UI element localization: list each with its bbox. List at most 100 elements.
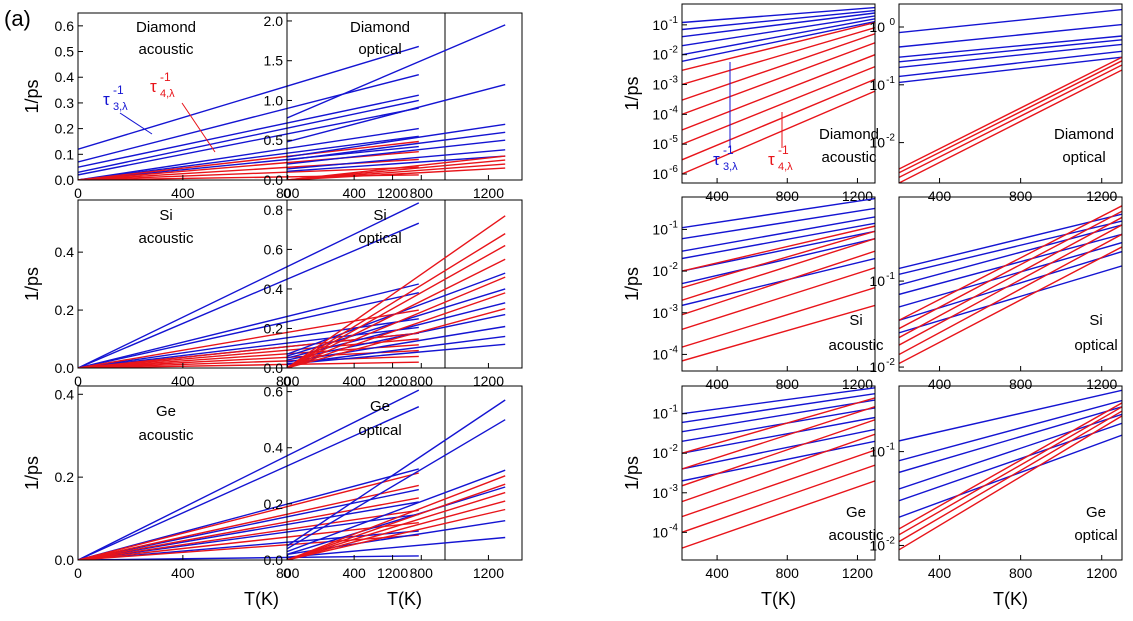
panel-branch-label: optical bbox=[358, 41, 401, 58]
x-tick-label: 400 bbox=[705, 565, 729, 581]
series-group bbox=[78, 202, 420, 368]
panels: 0 400 800 12000.00.10.20.30.40.50.61/psDiam… bbox=[22, 3, 1123, 609]
tau4-symbol: τ bbox=[768, 150, 775, 169]
x-tick-label: 1200 bbox=[473, 565, 504, 581]
panel-branch-label: acoustic bbox=[138, 427, 194, 444]
y-tick-label: 10 bbox=[652, 485, 668, 501]
x-tick-label: 800 bbox=[1009, 188, 1033, 204]
y-tick-label: 0.1 bbox=[55, 146, 75, 162]
y-tick-exponent: -1 bbox=[886, 271, 895, 282]
tau3-series-line bbox=[899, 50, 1122, 78]
tau4-series-line bbox=[78, 344, 419, 368]
x-tick-label: 400 bbox=[928, 376, 952, 392]
y-tick-label: 0.2 bbox=[264, 320, 284, 336]
tau3-series-line bbox=[899, 399, 1122, 462]
tau4-series-line bbox=[78, 309, 419, 368]
tau3-series-line bbox=[78, 107, 419, 176]
x-tick-label: 800 bbox=[1009, 376, 1033, 392]
x-tick-label: 800 bbox=[1009, 565, 1033, 581]
series-group bbox=[287, 24, 506, 180]
tau3-series-line bbox=[682, 15, 875, 47]
tau3-series-line bbox=[682, 407, 875, 442]
x-axis-label: T(K) bbox=[387, 589, 422, 609]
tau4-series-line bbox=[682, 267, 875, 330]
tau3-series-line bbox=[682, 257, 875, 307]
tau4-series-line bbox=[899, 224, 1122, 346]
x-axis-label: T(K) bbox=[993, 589, 1028, 609]
tau4-series-line bbox=[682, 238, 875, 301]
y-tick-label: 10 bbox=[652, 221, 668, 237]
tau4-series-line bbox=[682, 287, 875, 348]
tau4-label-log: τ -1 4,λ bbox=[768, 143, 793, 173]
x-tick-label: 0 bbox=[74, 565, 82, 581]
plot-frame bbox=[898, 196, 1123, 372]
tau4-superscript: -1 bbox=[778, 143, 789, 157]
panel-material-label: Diamond bbox=[1054, 126, 1114, 143]
tau4-series-line bbox=[682, 230, 875, 289]
tau4-series-line bbox=[287, 308, 506, 368]
y-tick-label: 0.0 bbox=[55, 552, 75, 568]
tau4-series-line bbox=[682, 449, 875, 518]
x-tick-label: 400 bbox=[171, 373, 195, 389]
tau3-subscript: 3,λ bbox=[113, 101, 128, 113]
y-axis-label: 1/ps bbox=[22, 267, 42, 301]
tau4-symbol: τ bbox=[150, 77, 157, 96]
series-group bbox=[78, 389, 420, 560]
tau3-series-line bbox=[287, 399, 506, 547]
y-tick-label: 10 bbox=[652, 445, 668, 461]
tau3-superscript: -1 bbox=[723, 143, 734, 157]
tau4-series-line bbox=[682, 480, 875, 549]
y-tick-label: 0.0 bbox=[55, 360, 75, 376]
tau3-series-line bbox=[899, 23, 1122, 48]
tau3-series-line bbox=[899, 213, 1122, 270]
tau4-series-line bbox=[78, 140, 419, 180]
plot-frame bbox=[286, 199, 523, 369]
tau3-series-line bbox=[78, 292, 419, 368]
y-tick-exponent: -1 bbox=[886, 442, 895, 453]
tau3-series-line bbox=[682, 387, 875, 415]
tau4-series-line bbox=[287, 500, 506, 560]
tau3-series-line bbox=[682, 216, 875, 252]
plot-frame bbox=[286, 385, 523, 561]
x-tick-label: 1200 bbox=[473, 185, 504, 201]
y-tick-exponent: -1 bbox=[669, 15, 678, 26]
panel-branch-label: optical bbox=[1074, 527, 1117, 544]
x-tick-label: 1200 bbox=[377, 185, 408, 201]
tau3-series-line bbox=[78, 94, 419, 168]
y-axis-label: 1/ps bbox=[22, 79, 42, 113]
panel-L-diamond-acoustic: 0 400 800 12000.00.10.20.30.40.50.61/psDiam… bbox=[22, 12, 446, 201]
y-tick-label: 10 bbox=[652, 106, 668, 122]
y-tick-label: 10 bbox=[652, 77, 668, 93]
tau4-series-line bbox=[899, 60, 1122, 174]
panel-material-label: Si bbox=[1089, 312, 1102, 329]
y-tick-label: 10 bbox=[652, 305, 668, 321]
y-tick-label: 10 bbox=[652, 406, 668, 422]
tau4-series-line bbox=[899, 56, 1122, 170]
tau3-series-line bbox=[287, 123, 506, 158]
tau4-series-line bbox=[899, 69, 1122, 183]
tau3-series-line bbox=[287, 149, 506, 170]
y-tick-label: 0.0 bbox=[264, 172, 284, 188]
tau4-series-line bbox=[287, 215, 506, 368]
tau3-series-line bbox=[78, 45, 420, 150]
plot-frame bbox=[286, 12, 523, 181]
tau4-subscript: 4,λ bbox=[160, 88, 175, 100]
tau3-series-line bbox=[682, 197, 875, 229]
y-tick-exponent: -3 bbox=[669, 303, 678, 314]
tau4-series-line bbox=[682, 397, 875, 454]
x-tick-label: 400 bbox=[342, 373, 366, 389]
panel-branch-label: optical bbox=[1074, 337, 1117, 354]
y-tick-label: 10 bbox=[652, 263, 668, 279]
y-tick-exponent: -5 bbox=[669, 134, 678, 145]
tau3-series-line bbox=[78, 135, 419, 180]
tau4-subscript: 4,λ bbox=[778, 161, 793, 173]
tau4-series-line bbox=[287, 233, 506, 368]
tau4-series-line bbox=[682, 27, 875, 86]
tau3-series-line bbox=[682, 12, 875, 38]
y-tick-label: 10 bbox=[869, 444, 885, 460]
x-tick-label: 1200 bbox=[842, 565, 873, 581]
